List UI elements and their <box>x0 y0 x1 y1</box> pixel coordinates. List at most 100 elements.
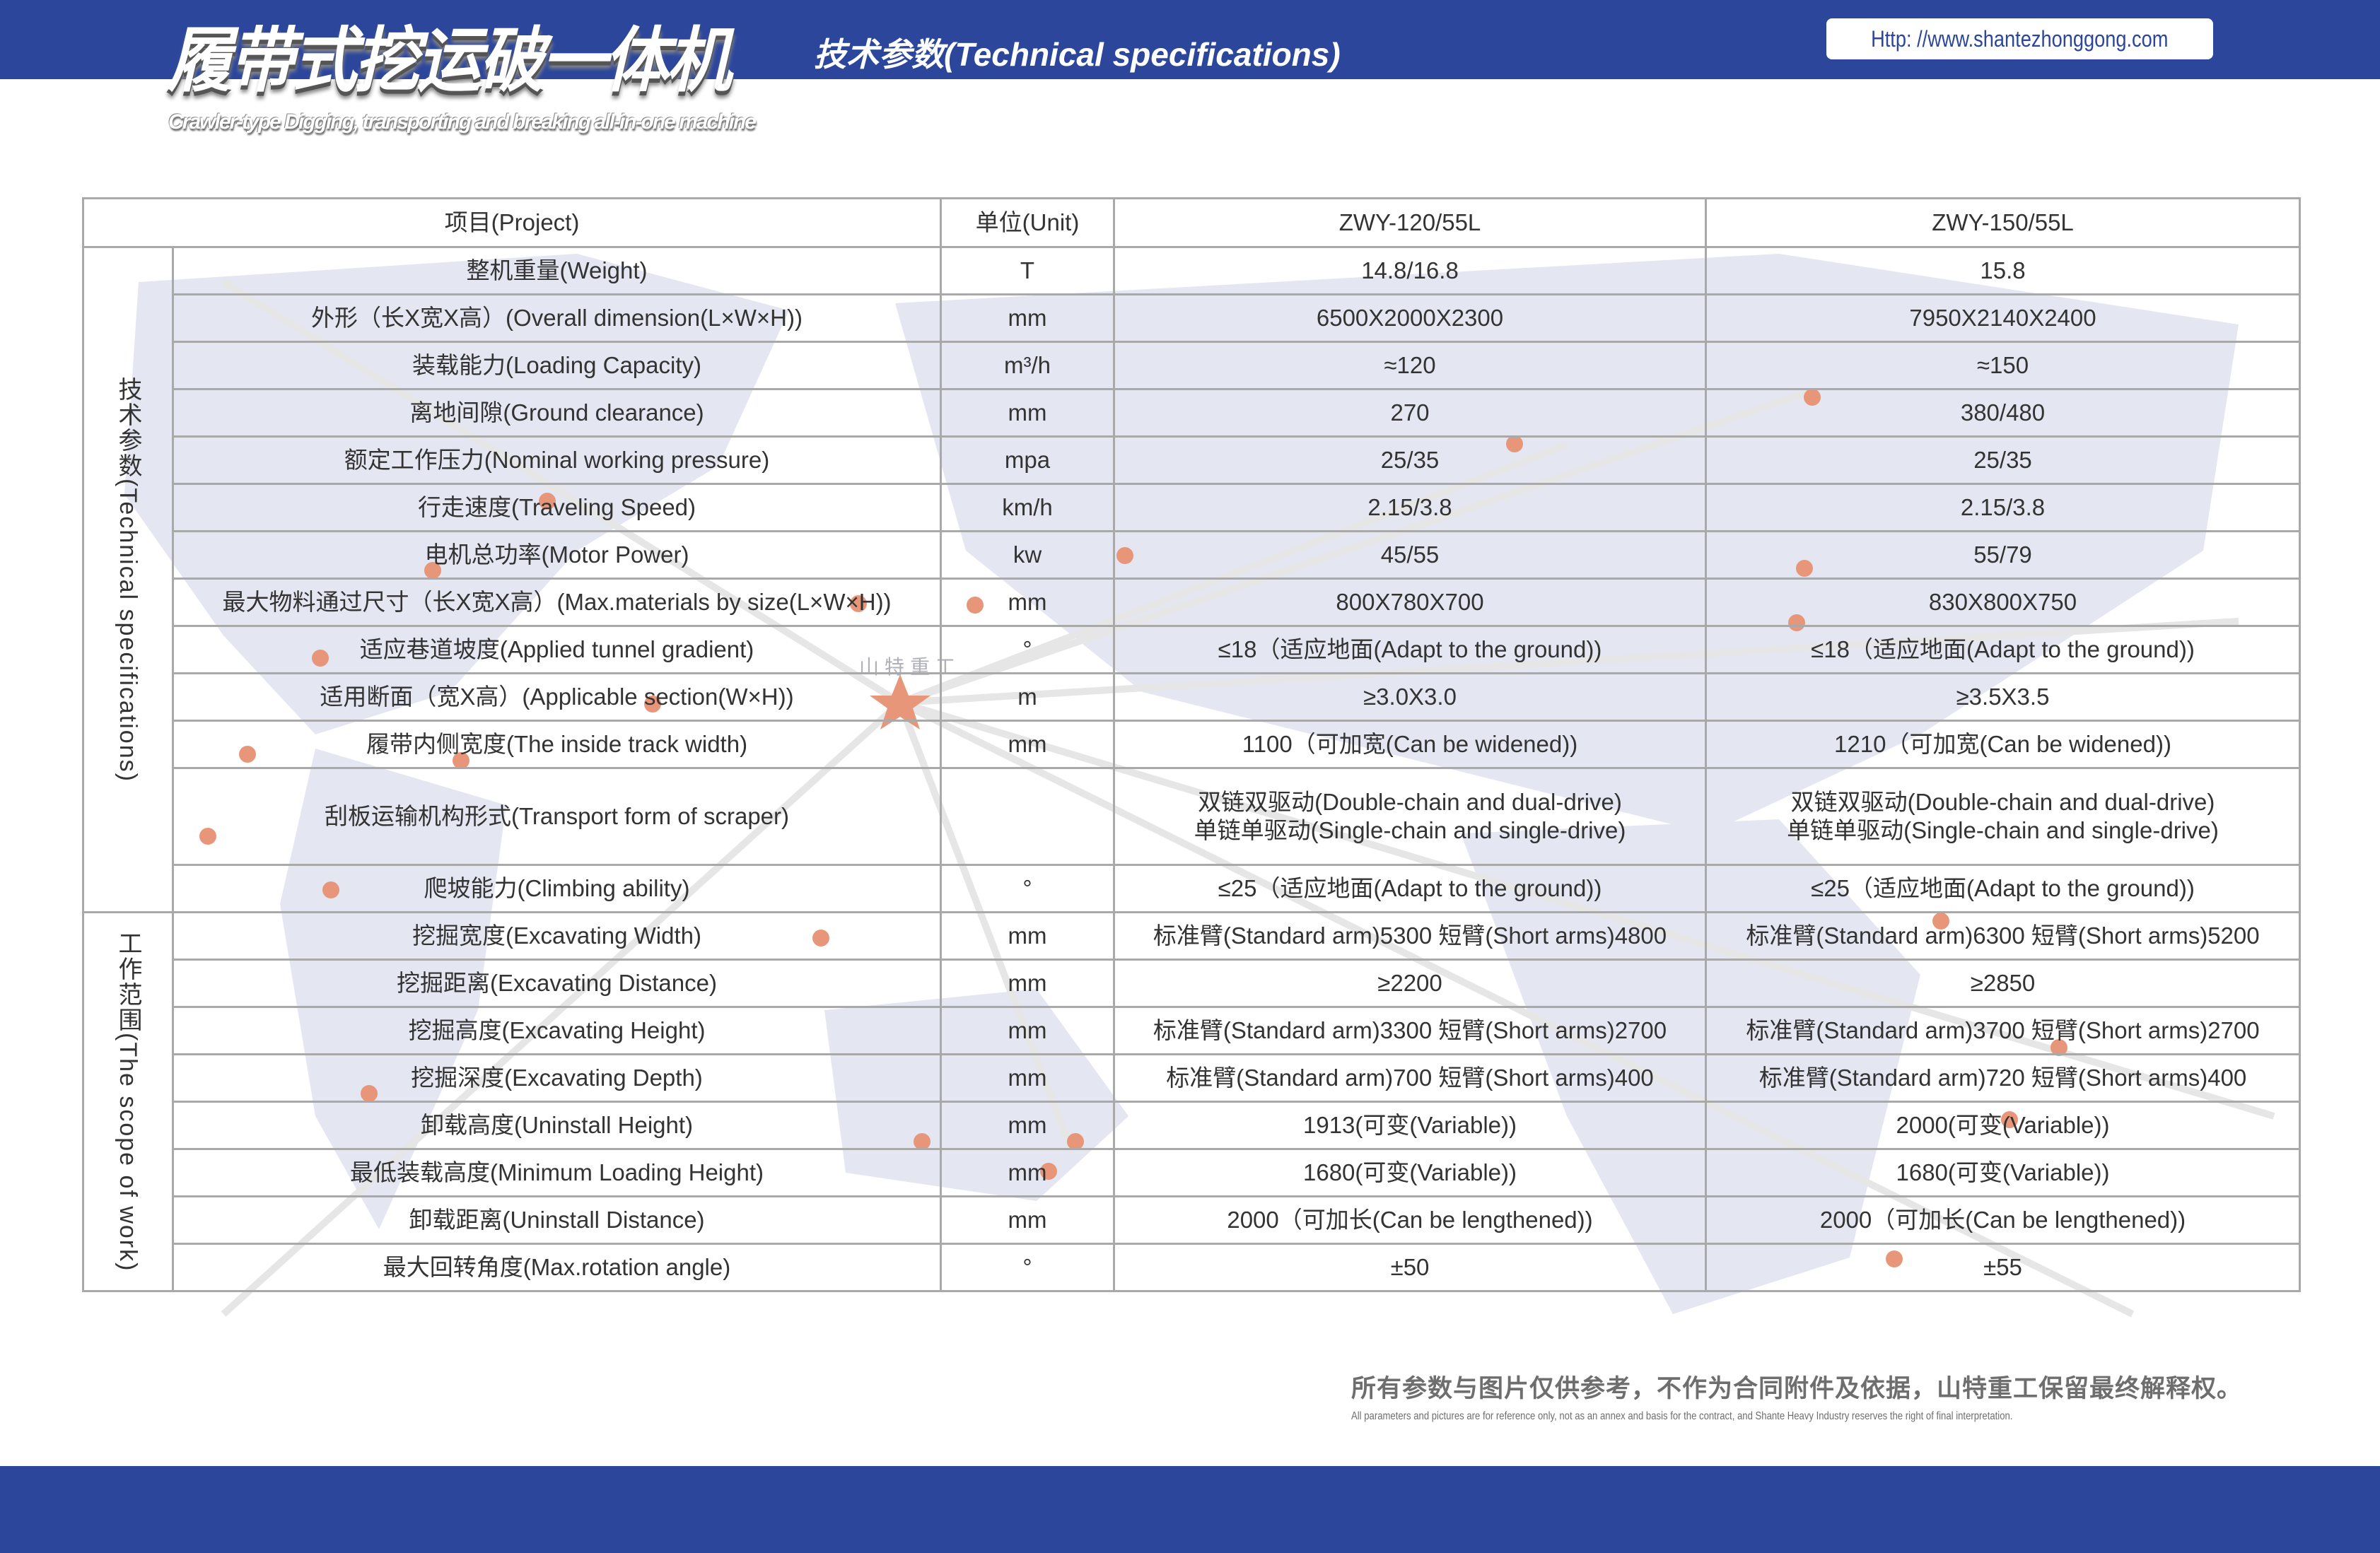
item-cell: 最大物料通过尺寸（长X宽X高）(Max.materials by size(L×… <box>172 578 942 627</box>
item-cell: 外形（长X宽X高）(Overall dimension(L×W×H)) <box>172 293 942 343</box>
unit-cell: mm <box>940 959 1115 1008</box>
unit-cell: m³/h <box>940 341 1115 390</box>
value-cell-120: 1100（可加宽(Can be widened)) <box>1113 720 1707 769</box>
unit-cell: kw <box>940 530 1115 580</box>
table-row: 最大回转角度(Max.rotation angle) ° ±50 ±55 <box>83 1243 2301 1292</box>
value-cell-120: ≤25（适应地面(Adapt to the ground)) <box>1113 864 1707 913</box>
value-cell-150: 1680(可变(Variable)) <box>1705 1148 2301 1197</box>
table-row: 卸载高度(Uninstall Height) mm 1913(可变(Variable… <box>83 1101 2301 1150</box>
table-row: 行走速度(Traveling Speed) km/h 2.15/3.8 2.15/3.… <box>83 483 2301 532</box>
table-row: 最大物料通过尺寸（长X宽X高）(Max.materials by size(L×… <box>83 578 2301 627</box>
value-line: 双链双驱动(Double-chain and dual-drive) <box>1790 789 2215 815</box>
value-cell-120: 标准臂(Standard arm)700 短臂(Short arms)400 <box>1113 1053 1707 1103</box>
unit-cell: km/h <box>940 483 1115 532</box>
item-cell: 挖掘深度(Excavating Depth) <box>172 1053 942 1103</box>
item-cell: 挖掘距离(Excavating Distance) <box>172 959 942 1008</box>
table-row: 爬坡能力(Climbing ability) ° ≤25（适应地面(Adapt to… <box>83 864 2301 913</box>
table-row: 刮板运输机构形式(Transport form of scraper) 双链双驱动… <box>83 767 2301 866</box>
table-row: 最低装载高度(Minimum Loading Height) mm 1680(可变(… <box>83 1148 2301 1197</box>
table-row: 外形（长X宽X高）(Overall dimension(L×W×H)) mm 650… <box>83 293 2301 343</box>
value-cell-150: 2.15/3.8 <box>1705 483 2301 532</box>
unit-cell: mm <box>940 720 1115 769</box>
value-cell-120: 2.15/3.8 <box>1113 483 1707 532</box>
item-cell: 额定工作压力(Nominal working pressure) <box>172 435 942 485</box>
value-cell-150: ≤25（适应地面(Adapt to the ground)) <box>1705 864 2301 913</box>
value-cell-150: 380/480 <box>1705 388 2301 438</box>
unit-cell: mm <box>940 1195 1115 1245</box>
value-cell-120: 2000（可加长(Can be lengthened)) <box>1113 1195 1707 1245</box>
value-line: 双链双驱动(Double-chain and dual-drive) <box>1198 789 1622 815</box>
value-cell-150: 55/79 <box>1705 530 2301 580</box>
unit-cell: mm <box>940 578 1115 627</box>
table-row: 电机总功率(Motor Power) kw 45/55 55/79 <box>83 530 2301 580</box>
page-title: 履带式挖运破一体机 <box>167 19 732 102</box>
table-row: 工作范围(The scope of work) 挖掘宽度(Excavating W… <box>82 911 2301 1292</box>
value-cell-150: 双链双驱动(Double-chain and dual-drive) 单链单驱动(… <box>1705 767 2301 866</box>
value-cell-120: 45/55 <box>1113 530 1707 580</box>
header-project: 项目(Project) <box>82 197 942 248</box>
value-cell-150: ±55 <box>1705 1243 2301 1292</box>
item-cell: 最低装载高度(Minimum Loading Height) <box>172 1148 942 1197</box>
unit-cell: mm <box>940 293 1115 343</box>
value-cell-150: 25/35 <box>1705 435 2301 485</box>
header-model-150: ZWY-150/55L <box>1705 197 2301 248</box>
url-text: Http: //www.shantezhonggong.com <box>1871 25 2169 52</box>
value-cell-120: 25/35 <box>1113 435 1707 485</box>
value-cell-150: 830X800X750 <box>1705 578 2301 627</box>
value-cell-120: 270 <box>1113 388 1707 438</box>
value-cell-150: 2000(可变(Variable)) <box>1705 1101 2301 1150</box>
item-cell: 卸载距离(Uninstall Distance) <box>172 1195 942 1245</box>
value-cell-150: 7950X2140X2400 <box>1705 293 2301 343</box>
unit-cell: T <box>940 246 1115 295</box>
value-cell-150: 标准臂(Standard arm)720 短臂(Short arms)400 <box>1705 1053 2301 1103</box>
table-row: 离地间隙(Ground clearance) mm 270 380/480 <box>83 388 2301 438</box>
value-cell-150: 标准臂(Standard arm)3700 短臂(Short arms)2700 <box>1705 1006 2301 1055</box>
table-row: 履带内侧宽度(The inside track width) mm 1100（可加宽… <box>83 720 2301 769</box>
value-cell-120: ±50 <box>1113 1243 1707 1292</box>
value-cell-120: 800X780X700 <box>1113 578 1707 627</box>
website-url[interactable]: Http: //www.shantezhonggong.com <box>1826 18 2213 59</box>
value-cell-150: ≥3.5X3.5 <box>1705 672 2301 722</box>
unit-cell: mm <box>940 1101 1115 1150</box>
value-cell-150: ≥2850 <box>1705 959 2301 1008</box>
unit-cell: mpa <box>940 435 1115 485</box>
table-row: 额定工作压力(Nominal working pressure) mpa 25/35… <box>83 435 2301 485</box>
table-header-row: 项目(Project) 单位(Unit) ZWY-120/55L ZWY-150… <box>82 197 2301 248</box>
group-label: 工作范围(The scope of work) <box>82 911 174 1292</box>
section-heading: 技术参数(Technical specifications) <box>814 36 1341 73</box>
unit-cell: mm <box>940 1053 1115 1103</box>
header-model-120: ZWY-120/55L <box>1113 197 1707 248</box>
item-cell: 整机重量(Weight) <box>172 246 942 295</box>
value-cell-120: 1913(可变(Variable)) <box>1113 1101 1707 1150</box>
table-row: 挖掘深度(Excavating Depth) mm 标准臂(Standard arm… <box>83 1053 2301 1103</box>
value-cell-150: ≈150 <box>1705 341 2301 390</box>
item-cell: 刮板运输机构形式(Transport form of scraper) <box>172 767 942 866</box>
item-cell: 爬坡能力(Climbing ability) <box>172 864 942 913</box>
page-subtitle: Crawler-type Digging, transporting and b… <box>168 110 757 134</box>
table-row: 卸载距离(Uninstall Distance) mm 2000（可加长(Can b… <box>83 1195 2301 1245</box>
value-cell-120: 14.8/16.8 <box>1113 246 1707 295</box>
value-cell-120: 标准臂(Standard arm)3300 短臂(Short arms)2700 <box>1113 1006 1707 1055</box>
value-line: 单链单驱动(Single-chain and single-drive) <box>1787 817 2219 843</box>
unit-cell: ° <box>940 864 1115 913</box>
item-cell: 卸载高度(Uninstall Height) <box>172 1101 942 1150</box>
value-cell-150: ≤18（适应地面(Adapt to the ground)) <box>1705 625 2301 674</box>
value-cell-150: 标准臂(Standard arm)6300 短臂(Short arms)5200 <box>1705 911 2301 961</box>
table-row: 挖掘距离(Excavating Distance) mm ≥2200 ≥2850 <box>83 959 2301 1008</box>
item-cell: 履带内侧宽度(The inside track width) <box>172 720 942 769</box>
table-row: 装载能力(Loading Capacity) m³/h ≈120 ≈150 <box>83 341 2301 390</box>
value-cell-120: ≥2200 <box>1113 959 1707 1008</box>
footer-band <box>0 1466 2380 1553</box>
group-label: 技术参数(Technical specifications) <box>82 246 174 913</box>
item-cell: 适应巷道坡度(Applied tunnel gradient) <box>172 625 942 674</box>
header-unit: 单位(Unit) <box>940 197 1115 248</box>
unit-cell <box>940 767 1115 866</box>
unit-cell: mm <box>940 388 1115 438</box>
value-cell-120: ≤18（适应地面(Adapt to the ground)) <box>1113 625 1707 674</box>
spec-table: 项目(Project) 单位(Unit) ZWY-120/55L ZWY-150… <box>82 197 2301 1292</box>
value-cell-120: 6500X2000X2300 <box>1113 293 1707 343</box>
value-cell-120: 双链双驱动(Double-chain and dual-drive) 单链单驱动(… <box>1113 767 1707 866</box>
value-cell-120: 1680(可变(Variable)) <box>1113 1148 1707 1197</box>
unit-cell: m <box>940 672 1115 722</box>
table-row: 适应巷道坡度(Applied tunnel gradient) ° ≤18（适应地面… <box>83 625 2301 674</box>
